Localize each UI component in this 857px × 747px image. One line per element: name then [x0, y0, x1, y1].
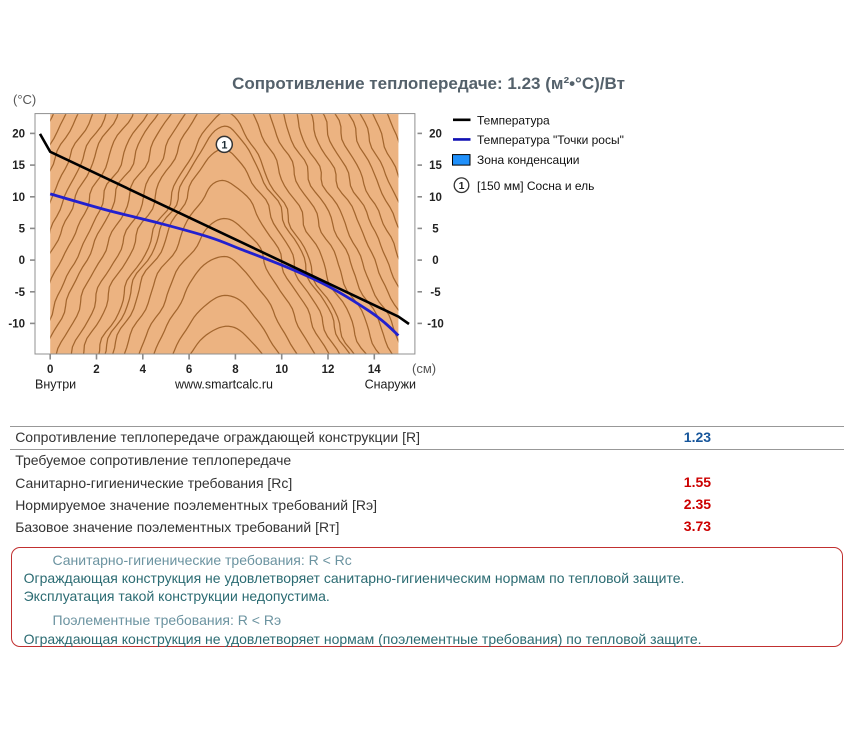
svg-text:(°С): (°С)	[13, 92, 36, 107]
svg-text:Температура "Точки росы": Температура "Точки росы"	[477, 133, 624, 147]
svg-text:10: 10	[12, 192, 25, 204]
svg-text:15: 15	[429, 160, 442, 172]
svg-text:-10: -10	[8, 318, 25, 330]
svg-text:15: 15	[12, 160, 25, 172]
svg-text:-10: -10	[427, 318, 444, 330]
svg-text:10: 10	[429, 192, 442, 204]
svg-text:6: 6	[186, 364, 192, 376]
svg-text:5: 5	[432, 223, 439, 235]
svg-text:20: 20	[429, 128, 442, 140]
svg-text:5: 5	[19, 223, 26, 235]
svg-text:4: 4	[140, 364, 147, 376]
svg-text:20: 20	[12, 128, 25, 140]
svg-text:1: 1	[459, 180, 465, 192]
svg-text:0: 0	[47, 364, 53, 376]
svg-text:Снаружи: Снаружи	[365, 378, 416, 392]
svg-text:(см): (см)	[412, 361, 436, 376]
svg-text:2: 2	[93, 364, 99, 376]
svg-text:0: 0	[432, 255, 438, 267]
svg-text:8: 8	[232, 364, 239, 376]
svg-text:Зона конденсации: Зона конденсации	[477, 153, 580, 167]
svg-text:10: 10	[275, 364, 288, 376]
svg-text:0: 0	[19, 255, 25, 267]
svg-text:-5: -5	[430, 287, 441, 299]
svg-text:www.smartcalc.ru: www.smartcalc.ru	[174, 378, 273, 392]
svg-text:Внутри: Внутри	[35, 378, 76, 392]
svg-text:1: 1	[221, 139, 227, 151]
svg-text:Температура: Температура	[477, 113, 550, 127]
svg-text:12: 12	[322, 364, 335, 376]
svg-text:14: 14	[368, 364, 381, 376]
svg-text:-5: -5	[15, 287, 26, 299]
svg-text:[150 мм] Сосна и ель: [150 мм] Сосна и ель	[477, 179, 594, 193]
